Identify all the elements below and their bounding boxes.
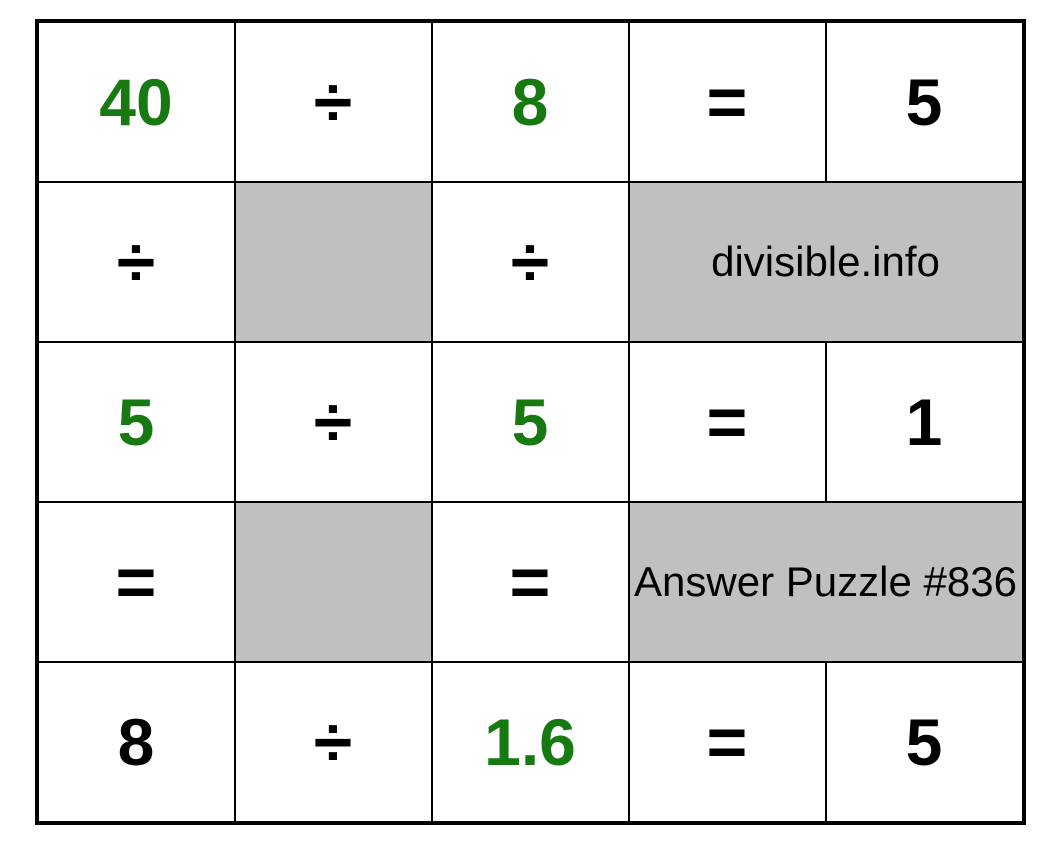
cell-r0c3-equals: = [629,22,826,182]
cell-r3c1-blank [235,502,432,662]
cell-r4c0: 8 [38,662,235,822]
cell-r4c3-equals: = [629,662,826,822]
cell-r4c1-divide: ÷ [235,662,432,822]
cell-r0c1-divide: ÷ [235,22,432,182]
cell-r0c0: 40 [38,22,235,182]
cell-r2c4: 1 [826,342,1023,502]
puzzle-grid: 40 ÷ 8 = 5 ÷ ÷ divisible.info 5 ÷ 5 = 1 … [35,19,1026,825]
cell-r3c2-equals: = [432,502,629,662]
cell-r1-site-label: divisible.info [629,182,1023,342]
cell-r2c3-equals: = [629,342,826,502]
cell-r3c0-equals: = [38,502,235,662]
cell-r0c2: 8 [432,22,629,182]
cell-r2c1-divide: ÷ [235,342,432,502]
cell-r1c2-divide: ÷ [432,182,629,342]
cell-r1c1-blank [235,182,432,342]
cell-r4c2: 1.6 [432,662,629,822]
cell-r2c0: 5 [38,342,235,502]
cell-r4c4: 5 [826,662,1023,822]
cell-r2c2: 5 [432,342,629,502]
cell-r0c4: 5 [826,22,1023,182]
cell-r1c0-divide: ÷ [38,182,235,342]
cell-r3-answer-label: Answer Puzzle #836 [629,502,1023,662]
